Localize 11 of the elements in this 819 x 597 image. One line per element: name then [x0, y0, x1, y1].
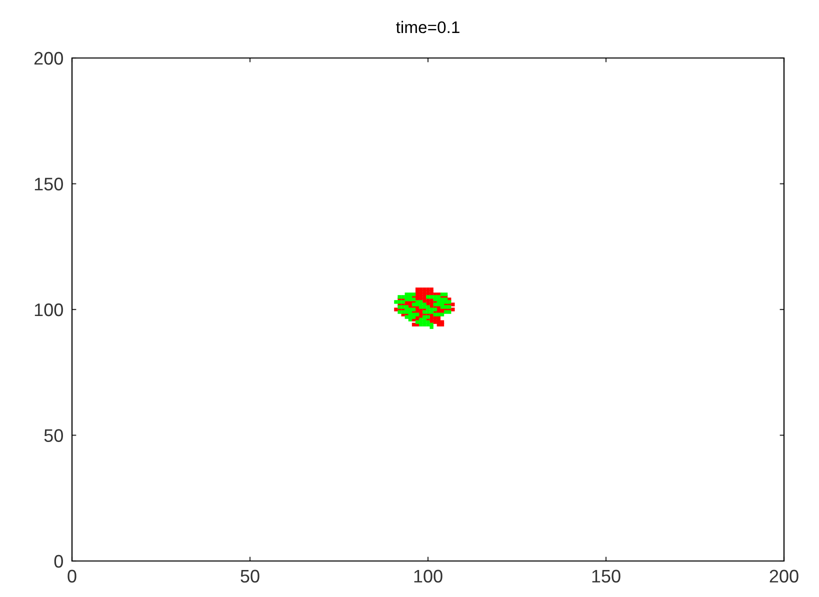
y-tick-label: 150: [34, 178, 63, 190]
x-tick-label: 200: [770, 570, 798, 583]
chart-title: time=0.1: [396, 20, 460, 34]
y-tick-label: 0: [54, 554, 63, 568]
y-tick-label: 100: [34, 303, 63, 316]
x-tick-label: 100: [414, 570, 442, 583]
y-tick-label: 50: [44, 429, 63, 442]
x-tick-label: 50: [240, 570, 260, 583]
x-tick-label: 150: [592, 570, 620, 583]
x-tick-label: 0: [68, 570, 76, 583]
y-tick-label: 200: [34, 52, 63, 65]
